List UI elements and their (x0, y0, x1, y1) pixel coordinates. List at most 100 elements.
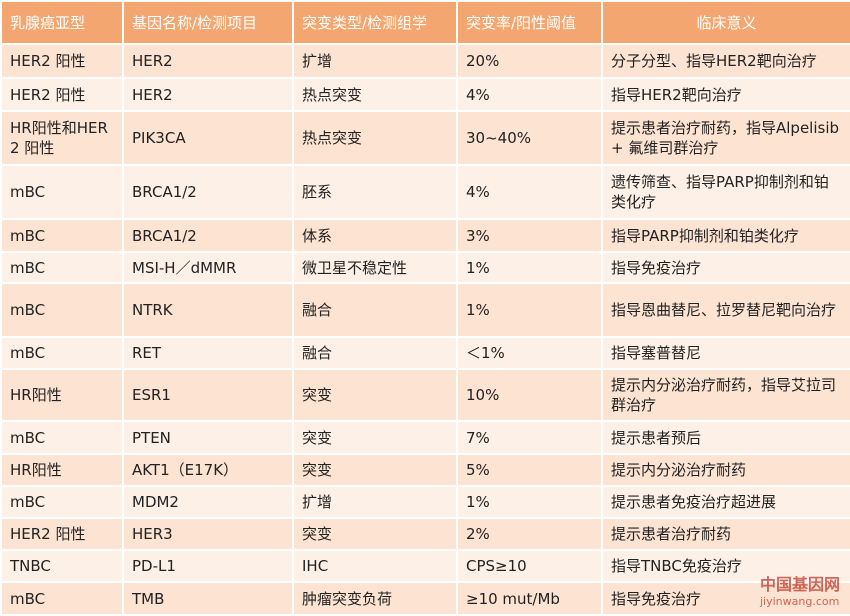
header-cell: 乳腺癌亚型 (0, 0, 124, 45)
table-cell: 3% (456, 218, 603, 253)
table-cell: 提示患者治疗耐药，指导Alpelisib + 氟维司群治疗 (601, 110, 850, 166)
table-cell: AKT1（E17K） (122, 453, 294, 487)
table-cell: ESR1 (122, 368, 294, 422)
table-cell: mBC (0, 251, 124, 284)
table-cell: 肿瘤突变负荷 (292, 581, 458, 616)
table-cell: 融合 (292, 282, 458, 338)
table-cell: 指导PARP抑制剂和铂类化疗 (601, 218, 850, 253)
table-cell: BRCA1/2 (122, 164, 294, 220)
table-cell: 微卫星不稳定性 (292, 251, 458, 284)
table-cell: mBC (0, 485, 124, 519)
header-cell: 突变率/阳性阈值 (456, 0, 603, 45)
table-cell: NTRK (122, 282, 294, 338)
table-cell: HR阳性和HER2 阳性 (0, 110, 124, 166)
table-cell: PD-L1 (122, 549, 294, 583)
table-cell: 突变 (292, 453, 458, 487)
table-cell: mBC (0, 420, 124, 455)
table-cell: 1% (456, 251, 603, 284)
table-cell: HER2 (122, 43, 294, 79)
table-cell: 热点突变 (292, 110, 458, 166)
watermark-url: jiyinwang.com (759, 595, 840, 608)
table-cell: TMB (122, 581, 294, 616)
table-cell: mBC (0, 336, 124, 370)
table-cell: IHC (292, 549, 458, 583)
table-row: HER2 阳性 HER2 扩增 20% 分子分型、指导HER2靶向治疗 (0, 43, 850, 79)
table-cell: CPS≥10 (456, 549, 603, 583)
table-row: mBC MDM2 扩增 1% 提示患者免疫治疗超进展 (0, 485, 850, 519)
header-cell: 基因名称/检测项目 (122, 0, 294, 45)
table-row: HR阳性 AKT1（E17K） 突变 5% 提示内分泌治疗耐药 (0, 453, 850, 487)
table-cell: mBC (0, 164, 124, 220)
table-cell: PTEN (122, 420, 294, 455)
table-cell: TNBC (0, 549, 124, 583)
table-row: HER2 阳性 HER3 突变 2% 提示患者治疗耐药 (0, 517, 850, 551)
table-cell: 突变 (292, 517, 458, 551)
watermark-title: 中国基因网 (759, 575, 840, 594)
table-cell: 1% (456, 485, 603, 519)
table-cell: 突变 (292, 420, 458, 455)
table-cell: 指导塞普替尼 (601, 336, 850, 370)
table-cell: 提示患者预后 (601, 420, 850, 455)
table-cell: 30~40% (456, 110, 603, 166)
table-cell: HER3 (122, 517, 294, 551)
table-cell: 5% (456, 453, 603, 487)
table-cell: HER2 (122, 77, 294, 112)
table-row: mBC BRCA1/2 体系 3% 指导PARP抑制剂和铂类化疗 (0, 218, 850, 253)
table-cell: 提示患者免疫治疗超进展 (601, 485, 850, 519)
table-cell: HR阳性 (0, 368, 124, 422)
table-cell: ≥10 mut/Mb (456, 581, 603, 616)
table-cell: 7% (456, 420, 603, 455)
table-cell: 遗传筛查、指导PARP抑制剂和铂类化疗 (601, 164, 850, 220)
table-cell: 体系 (292, 218, 458, 253)
table-row: HR阳性 ESR1 突变 10% 提示内分泌治疗耐药，指导艾拉司群治疗 (0, 368, 850, 422)
table-row: mBC TMB 肿瘤突变负荷 ≥10 mut/Mb 指导免疫治疗 (0, 581, 850, 616)
table-cell: 胚系 (292, 164, 458, 220)
table-cell: 融合 (292, 336, 458, 370)
table-cell: 1% (456, 282, 603, 338)
table-cell: MDM2 (122, 485, 294, 519)
table-cell: PIK3CA (122, 110, 294, 166)
table-row: HER2 阳性 HER2 热点突变 4% 指导HER2靶向治疗 (0, 77, 850, 112)
table-cell: BRCA1/2 (122, 218, 294, 253)
table-cell: 指导免疫治疗 (601, 251, 850, 284)
table-cell: RET (122, 336, 294, 370)
table-cell: MSI-H／dMMR (122, 251, 294, 284)
table-cell: 20% (456, 43, 603, 79)
table-cell: 扩增 (292, 43, 458, 79)
table-cell: 指导TNBC免疫治疗 (601, 549, 850, 583)
table-row: mBC BRCA1/2 胚系 4% 遗传筛查、指导PARP抑制剂和铂类化疗 (0, 164, 850, 220)
table-cell: 2% (456, 517, 603, 551)
table-row: HR阳性和HER2 阳性 PIK3CA 热点突变 30~40% 提示患者治疗耐药，指导A… (0, 110, 850, 166)
table-cell: 突变 (292, 368, 458, 422)
table-cell: 提示患者治疗耐药 (601, 517, 850, 551)
table-cell: 扩增 (292, 485, 458, 519)
watermark: 中国基因网 jiyinwang.com (760, 571, 840, 608)
table-cell: mBC (0, 581, 124, 616)
table-cell: 10% (456, 368, 603, 422)
table-cell: 提示内分泌治疗耐药，指导艾拉司群治疗 (601, 368, 850, 422)
table-cell: 热点突变 (292, 77, 458, 112)
table-cell: HR阳性 (0, 453, 124, 487)
table-cell: 分子分型、指导HER2靶向治疗 (601, 43, 850, 79)
table-cell: HER2 阳性 (0, 517, 124, 551)
table-cell: HER2 阳性 (0, 77, 124, 112)
table-row: mBC RET 融合 ＜1% 指导塞普替尼 (0, 336, 850, 370)
header-cell: 突变类型/检测组学 (292, 0, 458, 45)
table-row: mBC PTEN 突变 7% 提示患者预后 (0, 420, 850, 455)
table-cell: HER2 阳性 (0, 43, 124, 79)
header-cell: 临床意义 (601, 0, 850, 45)
table-row: TNBC PD-L1 IHC CPS≥10 指导TNBC免疫治疗 (0, 549, 850, 583)
table-cell: ＜1% (456, 336, 603, 370)
table-cell: mBC (0, 282, 124, 338)
table-row: mBC NTRK 融合 1% 指导恩曲替尼、拉罗替尼靶向治疗 (0, 282, 850, 338)
table-cell: 4% (456, 77, 603, 112)
table-body: HER2 阳性 HER2 扩增 20% 分子分型、指导HER2靶向治疗 HER2 阳性 HE… (0, 43, 850, 616)
table-cell: 指导恩曲替尼、拉罗替尼靶向治疗 (601, 282, 850, 338)
table-cell: 指导HER2靶向治疗 (601, 77, 850, 112)
table-cell: 提示内分泌治疗耐药 (601, 453, 850, 487)
table-cell: 4% (456, 164, 603, 220)
table-row: mBC MSI-H／dMMR 微卫星不稳定性 1% 指导免疫治疗 (0, 251, 850, 284)
